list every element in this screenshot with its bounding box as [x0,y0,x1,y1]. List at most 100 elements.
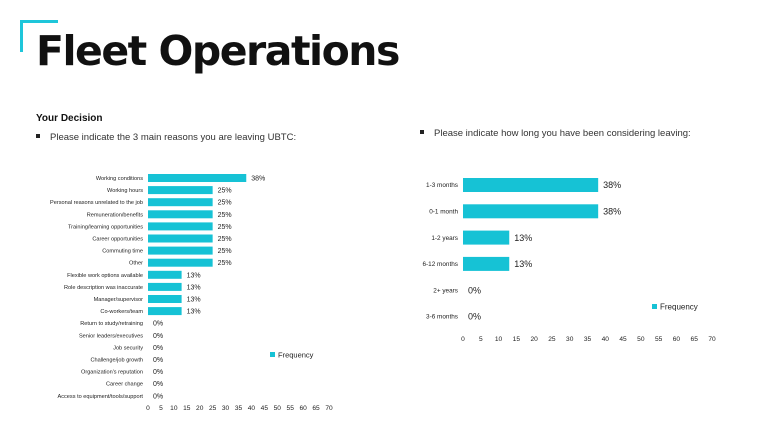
reasons-x-tick-label: 20 [196,405,204,412]
duration-x-tick-label: 10 [495,336,503,343]
question-duration: Please indicate how long you have been c… [420,128,691,139]
duration-data-label: 38% [603,206,621,216]
reasons-legend-swatch [270,352,275,357]
duration-legend-label: Frequency [660,303,698,312]
reasons-x-tick-label: 0 [146,405,150,412]
reasons-x-tick-label: 35 [235,405,243,412]
reasons-bar [148,282,182,291]
duration-data-label: 13% [514,259,532,269]
page-title: Fleet Operations [36,27,400,75]
reasons-category-label: Co-workers/team [100,309,143,315]
question-duration-text: Please indicate how long you have been c… [434,128,691,139]
duration-x-tick-label: 40 [602,336,610,343]
duration-category-label: 3-6 months [426,314,458,321]
duration-data-label: 38% [603,180,621,190]
duration-legend-swatch [652,304,657,309]
question-reasons-text: Please indicate the 3 main reasons you a… [50,132,297,143]
reasons-category-label: Other [129,261,143,267]
reasons-data-label: 38% [251,175,265,182]
duration-bar [463,204,599,219]
reasons-category-label: Flexible work options available [67,273,143,279]
reasons-category-label: Senior leaders/executives [79,333,143,339]
reasons-category-label: Challenge/job growth [90,357,143,363]
reasons-bar [148,270,182,279]
duration-x-tick-label: 5 [479,336,483,343]
duration-bar [463,178,599,192]
reasons-category-label: Training/learning opportunities [68,224,143,230]
reasons-x-tick-label: 55 [287,405,295,412]
reasons-category-label: Role description was inaccurate [64,285,143,291]
duration-bar [463,256,510,271]
duration-data-label: 0% [468,285,481,295]
reasons-data-label: 13% [187,296,201,303]
reasons-bar [148,174,247,182]
reasons-category-label: Remuneration/benefits [87,212,143,218]
reasons-data-label: 25% [218,188,232,195]
duration-bar [463,230,510,245]
duration-category-label: 2+ years [433,287,458,294]
reasons-data-label: 0% [153,369,163,376]
reasons-bar [148,246,213,255]
reasons-x-tick-label: 70 [325,405,333,412]
duration-data-label: 0% [468,312,481,322]
reasons-category-label: Job security [113,345,143,351]
reasons-data-label: 0% [153,333,163,340]
reasons-data-label: 25% [218,248,232,255]
reasons-category-label: Personal reasons unrelated to the job [50,200,143,206]
section-heading: Your Decision [36,113,103,124]
reasons-category-label: Working hours [107,188,143,194]
reasons-bar [148,234,213,243]
reasons-x-tick-label: 50 [274,405,282,412]
reasons-category-label: Return to study/retraining [80,321,143,327]
bullet-icon [420,130,424,135]
reasons-bar [148,307,182,316]
reasons-x-tick-label: 15 [183,405,191,412]
duration-x-tick-label: 70 [708,336,716,343]
reasons-bar [148,258,213,267]
reasons-category-label: Organization's reputation [81,370,143,376]
reasons-bar [148,222,213,231]
duration-category-label: 1-3 months [426,182,458,189]
reasons-x-tick-label: 30 [222,405,230,412]
reasons-x-tick-label: 65 [312,405,320,412]
reasons-data-label: 0% [153,345,163,352]
duration-x-tick-label: 35 [584,336,592,343]
reasons-data-label: 25% [218,212,232,219]
duration-x-tick-label: 30 [566,336,574,343]
reasons-x-tick-label: 5 [159,405,163,412]
duration-category-label: 0-1 month [429,209,458,216]
reasons-x-tick-label: 60 [299,405,307,412]
reasons-data-label: 13% [187,272,201,279]
reasons-data-label: 0% [153,321,163,328]
duration-category-label: 6-12 months [422,261,458,268]
reasons-category-label: Manager/supervisor [94,297,144,303]
duration-x-tick-label: 15 [513,336,521,343]
duration-x-tick-label: 60 [673,336,681,343]
reasons-data-label: 13% [187,309,201,316]
question-reasons: Please indicate the 3 main reasons you a… [36,132,296,143]
reasons-data-label: 13% [187,284,201,291]
reasons-data-label: 0% [153,357,163,364]
duration-category-label: 1-2 years [431,235,458,242]
reasons-category-label: Career opportunities [92,236,143,242]
reasons-category-label: Commuting time [102,249,143,255]
duration-x-tick-label: 20 [530,336,538,343]
title-accent-corner [20,20,58,52]
reasons-x-tick-label: 40 [248,405,256,412]
reasons-legend-label: Frequency [278,351,314,360]
duration-x-tick-label: 0 [461,336,465,343]
bullet-icon [36,134,40,139]
reasons-category-label: Career change [106,382,143,388]
reasons-category-label: Working conditions [96,176,143,182]
reasons-x-tick-label: 45 [261,405,269,412]
reasons-data-label: 0% [153,393,163,400]
reasons-bar [148,198,213,207]
duration-x-tick-label: 55 [655,336,663,343]
reasons-bar [148,186,213,195]
reasons-data-label: 25% [218,224,232,231]
reasons-category-label: Access to equipment/tools/support [57,394,143,400]
reasons-data-label: 25% [218,236,232,243]
reasons-data-label: 25% [218,260,232,267]
duration-data-label: 13% [514,233,532,243]
